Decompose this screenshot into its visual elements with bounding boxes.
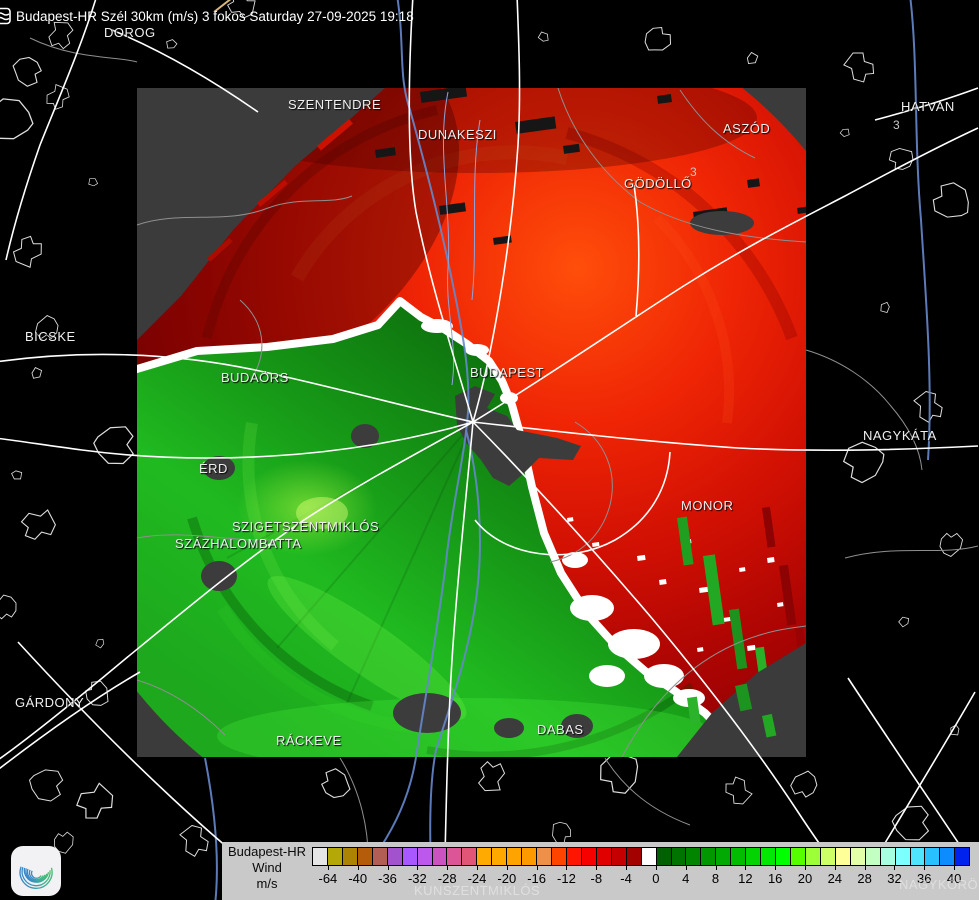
settlement-outline (89, 419, 141, 470)
legend-tick-mark (894, 865, 896, 870)
map-label: BICSKE (25, 329, 76, 344)
settlement-outline (909, 387, 947, 427)
legend-panel: Budapest-HR Wind m/s -64 -40 -36 -32 -28 -24-… (222, 842, 979, 900)
legend-tick-mark (805, 865, 806, 870)
echo-speckle (739, 567, 746, 572)
echo-speckle (767, 557, 775, 563)
legend-tick-mark (954, 865, 956, 870)
legend-tick-mark (924, 865, 926, 870)
settlement-outline (888, 799, 935, 846)
settlement-outline (0, 91, 40, 149)
settlement-outline (937, 530, 966, 559)
legend-caption: Budapest-HR Wind m/s (222, 844, 312, 892)
settlement-outline (71, 778, 119, 825)
legend-tick-mark (536, 865, 538, 870)
settlement-outline (175, 821, 213, 861)
settlement-outline (42, 81, 73, 113)
legend-tick-mark (685, 865, 687, 870)
settlement-outline (23, 761, 70, 807)
legend-tick-mark (357, 865, 359, 870)
legend-tick-mark (864, 865, 866, 870)
legend-tick-mark (626, 865, 628, 870)
met-app-logo (10, 845, 62, 897)
echo-speckle (567, 517, 574, 522)
settlement-outline (897, 615, 911, 628)
legend-ticks: -64 -40 -36 -32 -28 -24 -20 -16 -12 -8 -4 0 4 8 12 16 20… (313, 848, 969, 888)
settlement-outline (947, 723, 963, 738)
settlement-outline (81, 676, 115, 711)
legend-tick-label: 40 (946, 871, 962, 886)
settlement-outline (18, 505, 59, 544)
legend-tick-mark (775, 865, 777, 870)
echo-speckle (658, 579, 667, 585)
echo-speckle (747, 178, 760, 188)
settlement-outline (28, 365, 45, 381)
map-label: NAGYKÁTA (863, 428, 937, 443)
legend-tick-mark (327, 865, 329, 870)
legend-product-label: Wind (252, 860, 282, 875)
settlement-outline (536, 29, 551, 45)
legend-tick-mark (655, 865, 657, 870)
settlement-outline (93, 637, 107, 650)
settlement-outline (925, 175, 979, 229)
map-label: 3 (893, 118, 900, 132)
settlement-outline (319, 766, 354, 801)
legend-station-label: Budapest-HR (227, 844, 307, 859)
settlement-outline (840, 438, 889, 486)
radar-product-title: Budapest-HR Szél 30km (m/s) 3 fokos Satu… (16, 8, 414, 24)
settlement-outline (9, 232, 47, 271)
legend-tick-mark (447, 865, 449, 870)
legend-tick-mark (566, 865, 568, 870)
legend-tick-mark (387, 865, 389, 870)
legend-unit-label: m/s (256, 876, 278, 891)
settlement-outline (884, 141, 919, 175)
settlement-outline (789, 769, 819, 799)
map-label: DOROG (104, 25, 156, 40)
settlement-outline (720, 773, 756, 809)
legend-tick-mark (715, 865, 717, 870)
settlement-outline (877, 300, 893, 316)
map-label: GÁRDONY (15, 695, 85, 710)
echo-speckle (697, 647, 704, 652)
settlement-outline (9, 467, 25, 483)
settlement-outline (0, 591, 21, 623)
echo-speckle (777, 602, 784, 607)
settlement-outline (164, 37, 179, 51)
radar-echo-display (137, 88, 806, 757)
map-label: HATVAN (901, 99, 955, 114)
legend-tick-mark (596, 865, 598, 870)
spiral-logo-icon (11, 846, 61, 896)
settlement-outline (744, 50, 761, 67)
legend-tick-mark (745, 865, 747, 870)
legend-tick-mark (506, 865, 508, 870)
settlement-outline (477, 760, 506, 793)
title-bar: Budapest-HR Szél 30km (m/s) 3 fokos Satu… (0, 7, 414, 25)
legend-tick-mark (477, 865, 478, 870)
settlement-outline (639, 21, 677, 59)
doppler-velocity-field (137, 88, 806, 757)
legend-tick-mark (417, 865, 419, 870)
settlement-outline (32, 313, 61, 342)
app-favicon-icon (0, 7, 12, 25)
settlement-outline (9, 54, 44, 89)
settlement-outline (839, 47, 880, 87)
legend-tick-mark (834, 865, 836, 870)
settlement-outline (86, 175, 100, 189)
settlement-outline (839, 126, 852, 139)
